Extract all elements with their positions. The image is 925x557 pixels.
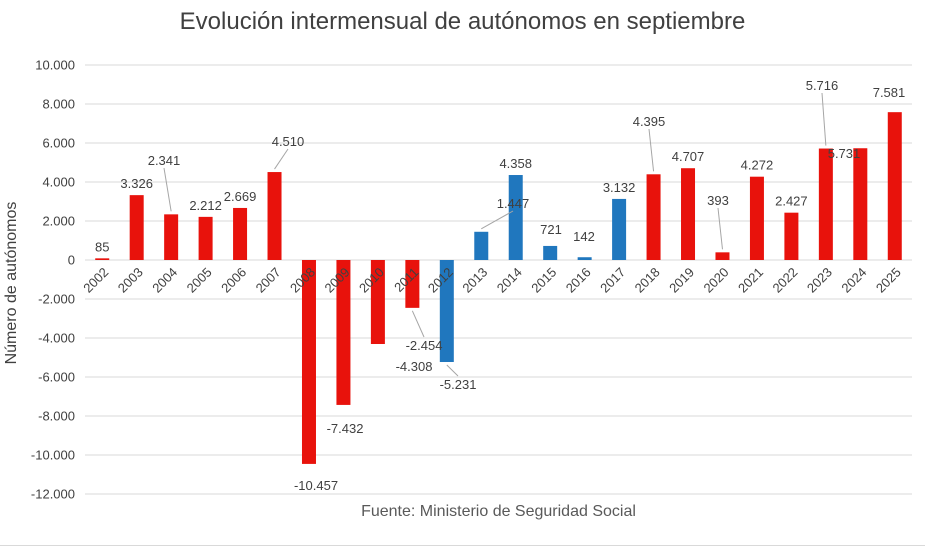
x-tick-label-2019: 2019 xyxy=(666,265,697,296)
bar-2010 xyxy=(370,260,385,345)
bar-2024 xyxy=(853,148,868,260)
leader-line-2018 xyxy=(648,128,655,172)
leader-line-2023 xyxy=(821,92,827,146)
data-label-2011: -2.454 xyxy=(406,338,443,353)
y-tick-label: -2.000 xyxy=(38,292,75,307)
data-label-2009: -7.432 xyxy=(327,421,364,436)
source-caption: Fuente: Ministerio de Seguridad Social xyxy=(361,503,636,520)
data-label-2014: 4.358 xyxy=(499,156,532,171)
leader-line-2013 xyxy=(481,210,514,230)
leader-line-2004 xyxy=(163,167,172,212)
bar-2011 xyxy=(405,260,420,308)
y-tick-label: -8.000 xyxy=(38,409,75,424)
data-label-2023: 5.716 xyxy=(806,78,839,93)
x-tick-label-2020: 2020 xyxy=(701,265,732,296)
data-label-2024: 5.731 xyxy=(828,146,861,161)
data-label-2006: 2.669 xyxy=(224,189,257,204)
bar-2018 xyxy=(646,174,661,260)
y-tick-label: 4.000 xyxy=(42,175,75,190)
leader-line-2012 xyxy=(446,364,459,377)
bar-2022 xyxy=(784,212,799,260)
data-label-2021: 4.272 xyxy=(741,158,774,173)
data-label-2013: 1.447 xyxy=(497,196,530,211)
x-tick-label-2016: 2016 xyxy=(563,265,594,296)
y-tick-label: 10.000 xyxy=(35,58,75,73)
leader-line-2011 xyxy=(411,310,425,338)
bar-2021 xyxy=(749,176,764,260)
bar-2008 xyxy=(301,260,316,464)
bar-2020 xyxy=(715,252,730,260)
x-tick-label-2024: 2024 xyxy=(838,265,869,296)
data-label-2008: -10.457 xyxy=(294,478,338,493)
y-tick-label: -6.000 xyxy=(38,370,75,385)
bar-2019 xyxy=(681,168,696,260)
data-label-2022: 2.427 xyxy=(775,194,808,209)
x-tick-label-2005: 2005 xyxy=(184,265,215,296)
bar-2002 xyxy=(95,258,110,260)
x-tick-label-2014: 2014 xyxy=(494,265,525,296)
y-tick-label: 0 xyxy=(68,253,75,268)
x-tick-label-2015: 2015 xyxy=(528,265,559,296)
y-tick-label: -10.000 xyxy=(31,448,75,463)
bar-2014 xyxy=(508,175,523,260)
data-label-2019: 4.707 xyxy=(672,149,705,164)
bar-2004 xyxy=(164,214,179,260)
y-tick-label: 6.000 xyxy=(42,136,75,151)
data-label-2020: 393 xyxy=(707,193,729,208)
x-tick-label-2022: 2022 xyxy=(769,265,800,296)
x-tick-label-2007: 2007 xyxy=(253,265,284,296)
y-tick-label: -4.000 xyxy=(38,331,75,346)
x-tick-label-2004: 2004 xyxy=(149,265,180,296)
bar-2009 xyxy=(336,260,351,405)
data-label-2018: 4.395 xyxy=(633,114,666,129)
bar-2007 xyxy=(267,172,282,260)
bar-2016 xyxy=(577,257,592,260)
data-label-2002: 85 xyxy=(95,239,109,254)
bar-2005 xyxy=(198,216,213,260)
bar-2003 xyxy=(129,195,144,260)
data-label-2012: -5.231 xyxy=(440,377,477,392)
bottom-divider xyxy=(0,545,925,546)
y-tick-label: 8.000 xyxy=(42,97,75,112)
data-label-2010: -4.308 xyxy=(396,359,433,374)
x-tick-label-2018: 2018 xyxy=(632,265,663,296)
x-tick-label-2003: 2003 xyxy=(115,265,146,296)
data-label-2004: 2.341 xyxy=(148,153,181,168)
chart-title: Evolución intermensual de autónomos en s… xyxy=(179,8,746,35)
data-label-2017: 3.132 xyxy=(603,180,636,195)
data-label-2003: 3.326 xyxy=(120,176,153,191)
data-label-2016: 142 xyxy=(573,229,595,244)
data-label-2015: 721 xyxy=(540,222,562,237)
bar-2015 xyxy=(543,245,558,260)
x-tick-label-2025: 2025 xyxy=(873,265,904,296)
data-label-2025: 7.581 xyxy=(873,85,906,100)
bar-2012 xyxy=(439,260,454,363)
x-tick-label-2017: 2017 xyxy=(597,265,628,296)
x-tick-label-2002: 2002 xyxy=(80,265,111,296)
x-tick-label-2021: 2021 xyxy=(735,265,766,296)
x-tick-label-2023: 2023 xyxy=(804,265,835,296)
bar-2013 xyxy=(474,231,489,260)
bar-2025 xyxy=(887,112,902,260)
bar-2006 xyxy=(233,207,248,260)
leader-line-2007 xyxy=(274,148,289,170)
leader-line-2020 xyxy=(717,207,723,250)
x-tick-label-2006: 2006 xyxy=(218,265,249,296)
data-label-2005: 2.212 xyxy=(189,198,222,213)
bar-2017 xyxy=(612,198,627,260)
x-tick-label-2013: 2013 xyxy=(459,265,490,296)
data-label-2007: 4.510 xyxy=(272,134,305,149)
y-tick-label: 2.000 xyxy=(42,214,75,229)
bar-2023 xyxy=(818,148,833,260)
y-tick-label: -12.000 xyxy=(31,487,75,502)
